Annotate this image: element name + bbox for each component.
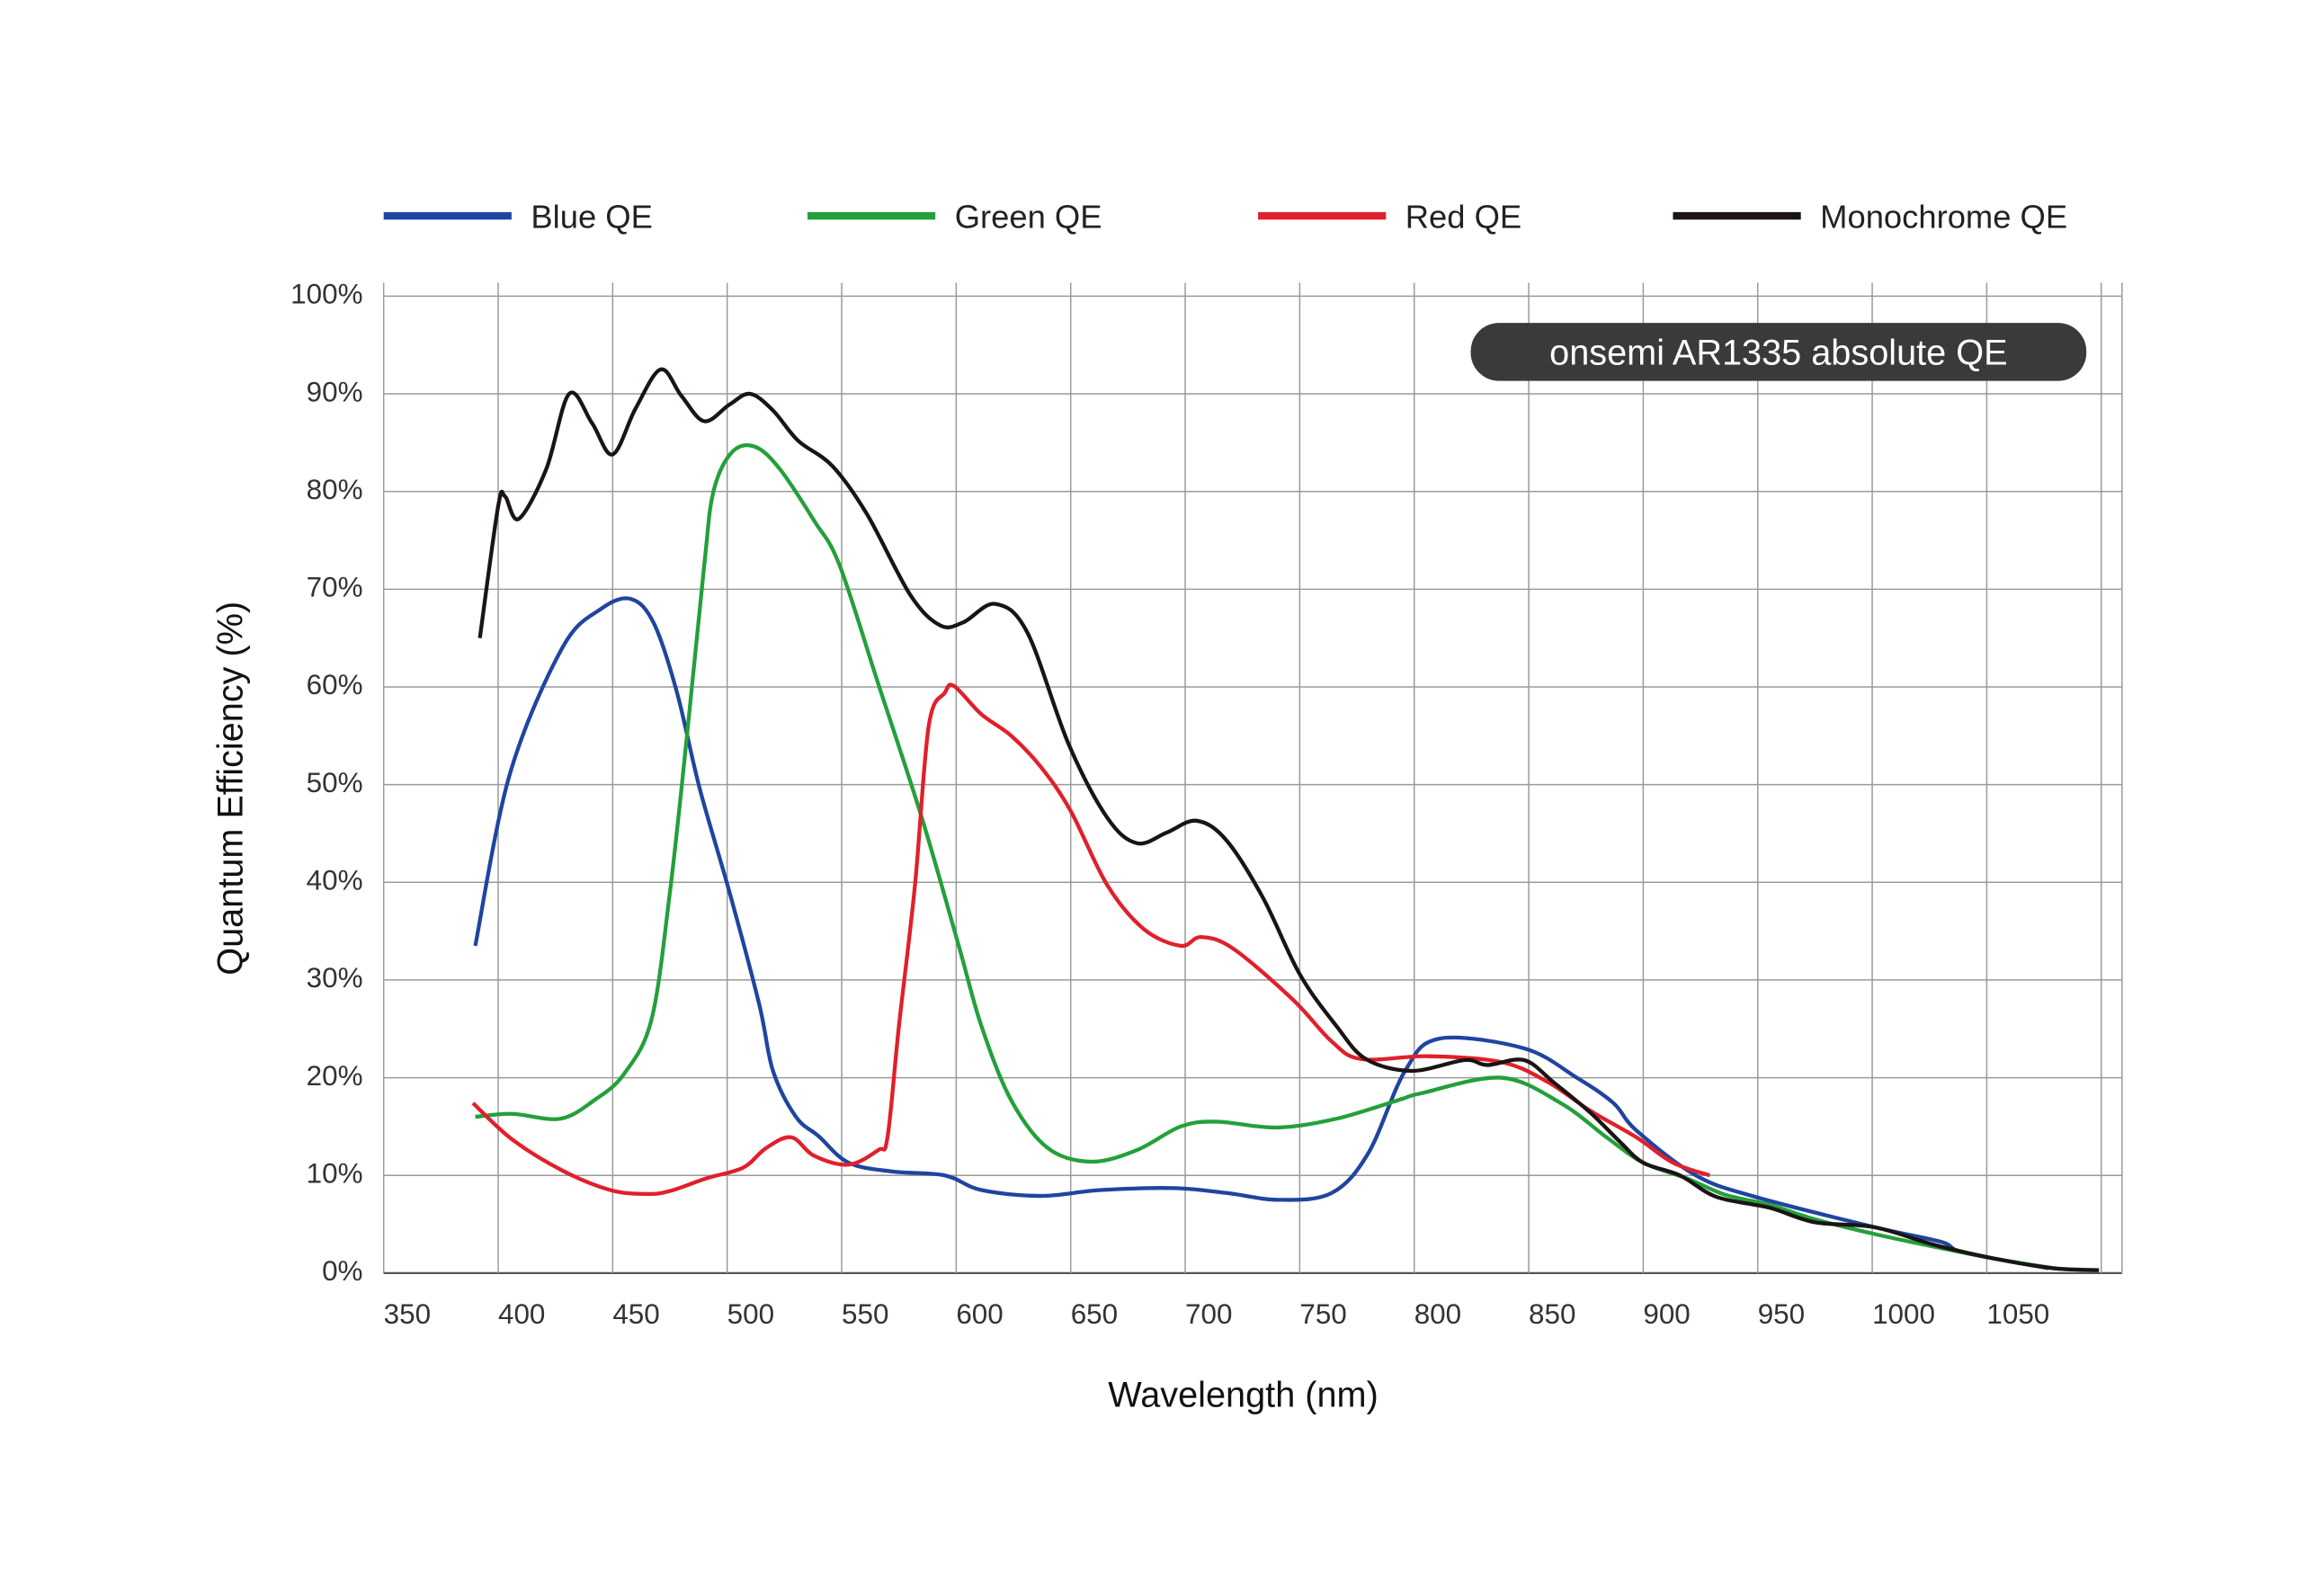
grid bbox=[382, 282, 2123, 1275]
annotation-badge: onsemi AR1335 absolute QE bbox=[1470, 323, 2087, 381]
y-tick-label: 100% bbox=[290, 279, 362, 310]
y-tick-label: 50% bbox=[307, 767, 363, 798]
y-tick-label: 20% bbox=[307, 1060, 363, 1092]
x-tick-label: 600 bbox=[956, 1298, 1003, 1330]
red-qe-line bbox=[471, 682, 1710, 1197]
x-axis-ticks: 350 400 450 500 550 600 650 700 750 800 850 900 950 1… bbox=[384, 1298, 2050, 1330]
y-axis-title: Quantum Efficiency (%) bbox=[211, 602, 251, 976]
x-tick-label: 950 bbox=[1758, 1298, 1805, 1330]
x-tick-label: 550 bbox=[842, 1298, 888, 1330]
y-axis-ticks: 0% 10% 20% 30% 40% 50% 60% 70% 80% 90% 100% bbox=[290, 279, 362, 1288]
x-tick-label: 400 bbox=[498, 1298, 545, 1330]
legend-label-monochrome-qe: Monochrome QE bbox=[1820, 198, 2067, 235]
x-tick-label: 750 bbox=[1299, 1298, 1346, 1330]
x-tick-label: 900 bbox=[1643, 1298, 1690, 1330]
y-tick-label: 30% bbox=[307, 962, 363, 994]
x-tick-label: 350 bbox=[384, 1298, 431, 1330]
blue-qe-line bbox=[473, 596, 2049, 1271]
x-tick-label: 850 bbox=[1529, 1298, 1575, 1330]
x-tick-label: 450 bbox=[612, 1298, 659, 1330]
legend-label-green-qe: Green QE bbox=[955, 198, 1102, 235]
x-axis-title: Wavelength (nm) bbox=[1108, 1376, 1379, 1415]
monochrome-qe-line bbox=[477, 367, 2100, 1272]
x-tick-label: 500 bbox=[727, 1298, 774, 1330]
y-tick-label: 90% bbox=[307, 376, 363, 407]
y-tick-label: 80% bbox=[307, 474, 363, 505]
x-tick-label: 800 bbox=[1414, 1298, 1461, 1330]
x-tick-label: 1000 bbox=[1872, 1298, 1935, 1330]
green-qe-line bbox=[475, 443, 2054, 1271]
y-tick-label: 70% bbox=[307, 572, 363, 603]
x-tick-label: 650 bbox=[1071, 1298, 1118, 1330]
x-tick-label: 700 bbox=[1185, 1298, 1232, 1330]
annotation-badge-bg bbox=[1470, 323, 2087, 381]
y-tick-label: 40% bbox=[307, 865, 363, 896]
x-tick-label: 1050 bbox=[1986, 1298, 2049, 1330]
legend-label-red-qe: Red QE bbox=[1405, 198, 1521, 235]
legend-label-blue-qe: Blue QE bbox=[531, 198, 652, 235]
y-tick-label: 0% bbox=[322, 1255, 362, 1287]
annotation-text: onsemi AR1335 absolute QE bbox=[1549, 333, 2007, 372]
y-tick-label: 60% bbox=[307, 669, 363, 700]
legend: Blue QE Green QE Red QE Monochrome QE bbox=[383, 198, 2067, 235]
y-tick-label: 10% bbox=[307, 1157, 363, 1189]
series-lines bbox=[471, 367, 2100, 1272]
